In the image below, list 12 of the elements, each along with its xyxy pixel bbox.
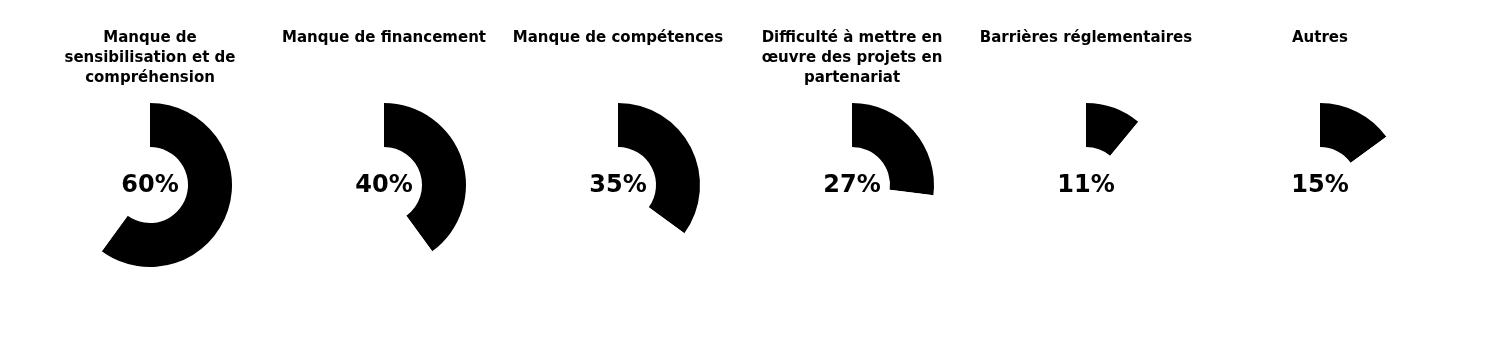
text: 35% [589,170,647,198]
chart-title: Manque de financement [282,28,486,46]
text: 11% [1057,170,1115,198]
text: 60% [121,170,179,198]
chart-title: Difficulté à mettre en œuvre des projets en partenariat [761,28,943,86]
chart-title: Manque de sensibilisation et de compréhension [64,28,236,86]
chart-title: Manque de compétences [512,28,724,46]
text: 27% [823,170,881,198]
chart-title: Autres [1292,28,1349,46]
text: 15% [1291,170,1349,198]
text: 40% [355,170,413,198]
chart-title: Barrières réglementaires [979,28,1193,46]
